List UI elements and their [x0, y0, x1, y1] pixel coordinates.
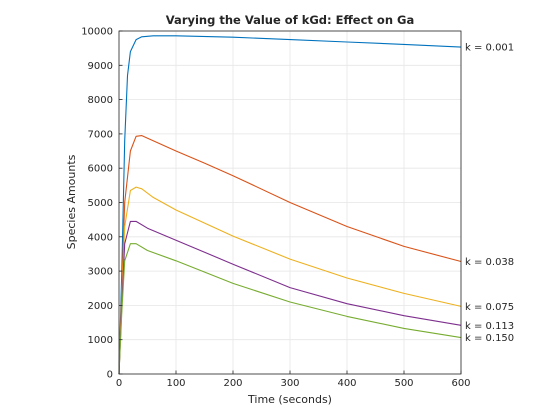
y-tick-label: 2000	[88, 301, 113, 312]
series-label-3: k = 0.075	[465, 302, 514, 313]
series-label-4: k = 0.113	[465, 321, 514, 332]
x-tick-label: 200	[223, 378, 242, 389]
y-tick-label: 1000	[88, 335, 113, 346]
y-tick-label: 6000	[88, 164, 113, 175]
series-line-3	[118, 186, 462, 375]
axis-ticks: 0 100 200 300 400 500 600010002000300040005000…	[81, 27, 470, 390]
y-tick-label: 3000	[88, 267, 113, 278]
y-tick-label: 10000	[81, 27, 113, 38]
series-line-5	[118, 243, 462, 375]
series-line-1	[118, 35, 462, 375]
chart-title: Varying the Value of kGd: Effect on Ga	[166, 13, 414, 27]
x-tick-label: 400	[337, 378, 356, 389]
x-axis-label: Time (seconds)	[247, 393, 332, 406]
x-tick-label: 500	[394, 378, 413, 389]
x-tick-label: 100	[166, 378, 185, 389]
y-tick-label: 8000	[88, 95, 113, 106]
x-tick-label: 300	[280, 378, 299, 389]
series-line-4	[118, 220, 462, 375]
x-tick-label: 600	[451, 378, 470, 389]
x-tick-label: 0	[116, 378, 122, 389]
series-label-2: k = 0.038	[465, 257, 514, 268]
series-label-1: k = 0.001	[465, 43, 514, 54]
y-axis-label: Species Amounts	[65, 154, 78, 249]
series-lines	[118, 35, 462, 375]
series-label-5: k = 0.150	[465, 333, 514, 344]
y-tick-label: 5000	[88, 198, 113, 209]
y-tick-label: 9000	[88, 61, 113, 72]
y-tick-label: 0	[107, 370, 113, 381]
y-tick-label: 7000	[88, 129, 113, 140]
y-tick-label: 4000	[88, 232, 113, 243]
series-line-2	[118, 135, 462, 375]
